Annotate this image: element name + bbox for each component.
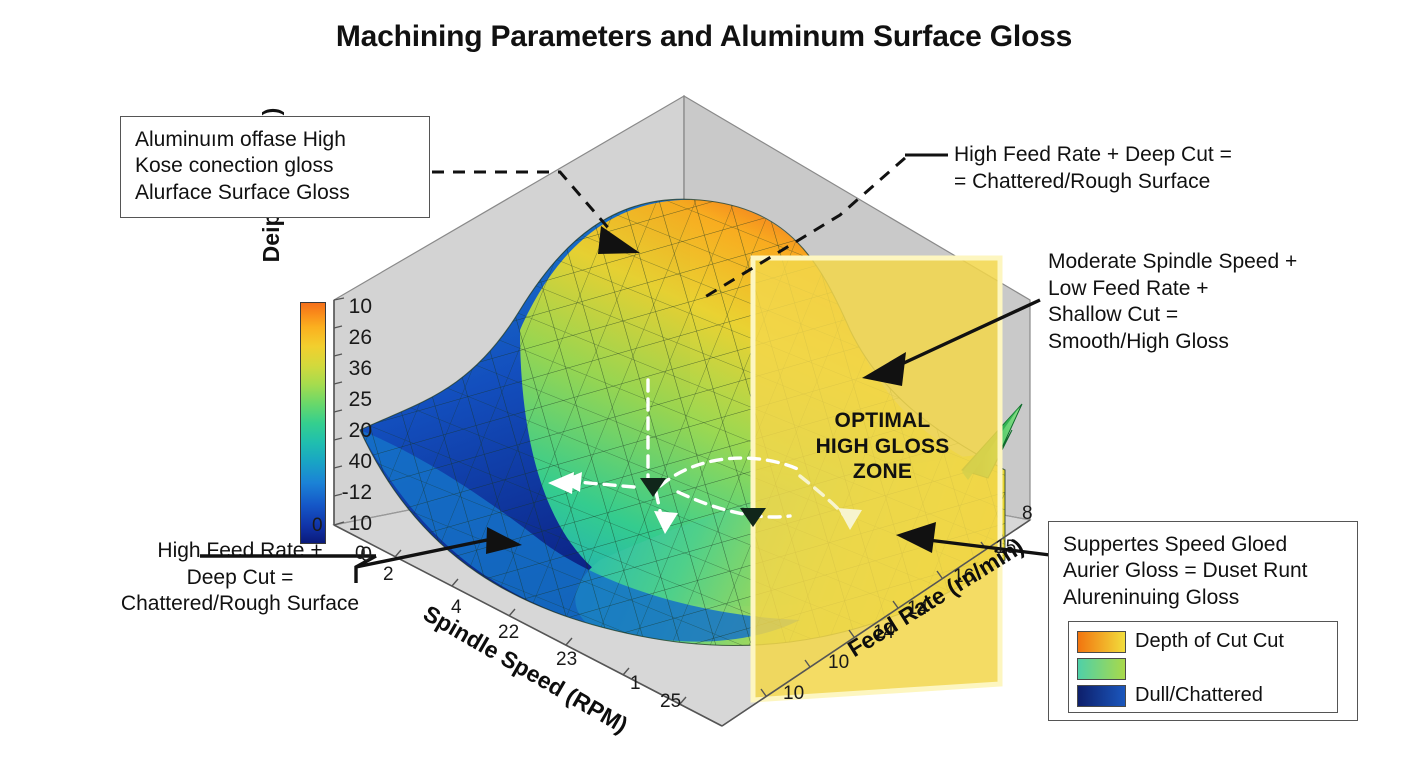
callout-bottom-left-line-3: Chattered/Rough Surface — [120, 592, 360, 616]
x-tick-2: 22 — [498, 622, 520, 643]
y-tick-0: 10 — [783, 683, 805, 704]
callout-bottom-right-line-2: Aurier Gloss = Duset Runt — [1063, 559, 1308, 583]
callout-top-left: Aluminuım offase High Kose conection glo… — [120, 116, 430, 219]
callout-mid-right-line-2: Low Feed Rate + — [1048, 276, 1209, 300]
legend-item[interactable]: Dull/Chattered — [1077, 682, 1329, 709]
callout-mid-right-line-1: Moderate Spindle Speed + — [1048, 250, 1298, 273]
colorbar — [300, 302, 326, 544]
callout-top-right-line-2: = Chattered/Rough Surface — [954, 169, 1211, 193]
colorbar-tick: 20 — [348, 419, 372, 442]
y-tick-3: 14 — [907, 598, 929, 619]
legend-swatch-high-gloss — [1077, 630, 1126, 653]
x-tick-4: 1 — [630, 673, 641, 694]
leader-top-left — [432, 170, 640, 254]
callout-bottom-left: High Feed Rate + Deep Cut = Chattered/Ro… — [90, 538, 390, 618]
x-tick-3: 23 — [556, 649, 578, 670]
optimal-zone-plane[interactable] — [750, 255, 1003, 703]
colorbar-tick: 25 — [348, 388, 372, 411]
callout-mid-right: Moderate Spindle Speed + Low Feed Rate +… — [1048, 249, 1297, 356]
legend-swatch-dull — [1077, 684, 1126, 707]
zone-line-1: OPTIMAL — [834, 409, 931, 432]
z-tick-origin: 0 — [312, 515, 323, 536]
legend-item[interactable] — [1077, 655, 1329, 682]
y-tick-6: 8 — [1022, 503, 1033, 524]
colorbar-tick: 26 — [348, 326, 372, 349]
callout-bottom-right-line-3: Alureninuing Gloss — [1063, 585, 1240, 609]
x-tick-1: 4 — [451, 597, 462, 618]
callout-top-left-line-2: Kose conection gloss — [135, 154, 334, 178]
y-tick-1: 10 — [828, 652, 850, 673]
y-axis — [721, 519, 1031, 727]
x-tick-origin: 0 — [355, 543, 366, 564]
legend: Depth of Cut Cut Dull/Chattered — [1068, 621, 1338, 713]
page-title: Machining Parameters and Aluminum Surfac… — [335, 20, 1073, 53]
flow-arrowheads — [548, 472, 862, 534]
optimal-zone-label: OPTIMAL HIGH GLOSS ZONE — [795, 408, 970, 485]
x-tick-0: 2 — [383, 564, 394, 585]
y-tick-2: 14 — [873, 622, 895, 643]
callout-top-right: High Feed Rate + Deep Cut = = Chattered/… — [954, 142, 1232, 195]
y-tick-4: 16 — [953, 566, 975, 587]
x-tick-5: 25 — [660, 691, 682, 712]
y-tick-5: 15 — [995, 537, 1017, 558]
leader-top-right — [699, 153, 948, 302]
leader-bottom-right — [896, 522, 1051, 557]
colorbar-ticks: 10 26 36 25 20 40 -12 10 0 — [328, 295, 372, 565]
zone-line-2: HIGH GLOSS — [815, 434, 950, 458]
zone-line-3: ZONE — [852, 460, 913, 484]
colorbar-tick: 40 — [348, 450, 372, 473]
callout-mid-right-line-3: Shallow Cut = — [1048, 303, 1179, 327]
callout-top-left-line-3: Alurface Surface Gloss — [135, 180, 350, 204]
colorbar-tick: 36 — [348, 357, 372, 380]
colorbar-tick: 10 — [348, 512, 372, 535]
callout-bottom-left-line-2: Deep Cut = — [186, 565, 294, 589]
colorbar-tick: 0 — [360, 543, 372, 566]
colorbar-tick: -12 — [341, 481, 372, 504]
colorbar-tick: 10 — [348, 295, 372, 318]
callout-mid-right-line-4: Smooth/High Gloss — [1048, 329, 1229, 353]
leader-mid-right — [862, 298, 1041, 386]
legend-swatch-mid — [1077, 657, 1126, 680]
z-axis — [333, 297, 345, 526]
callout-bottom-left-line-1: High Feed Rate + — [157, 539, 323, 562]
callout-bottom-right-line-1: Suppertes Speed Gloed — [1063, 533, 1288, 556]
legend-label: Dull/Chattered — [1135, 684, 1263, 706]
callout-top-right-line-1: High Feed Rate + Deep Cut = — [954, 143, 1232, 166]
flow-arrow-markers — [640, 478, 766, 527]
callout-top-left-line-1: Aluminuım offase High — [135, 128, 346, 151]
leader-bottom-left — [200, 527, 522, 583]
legend-label: Depth of Cut Cut — [1135, 630, 1284, 652]
legend-item[interactable]: Depth of Cut Cut — [1077, 628, 1329, 655]
